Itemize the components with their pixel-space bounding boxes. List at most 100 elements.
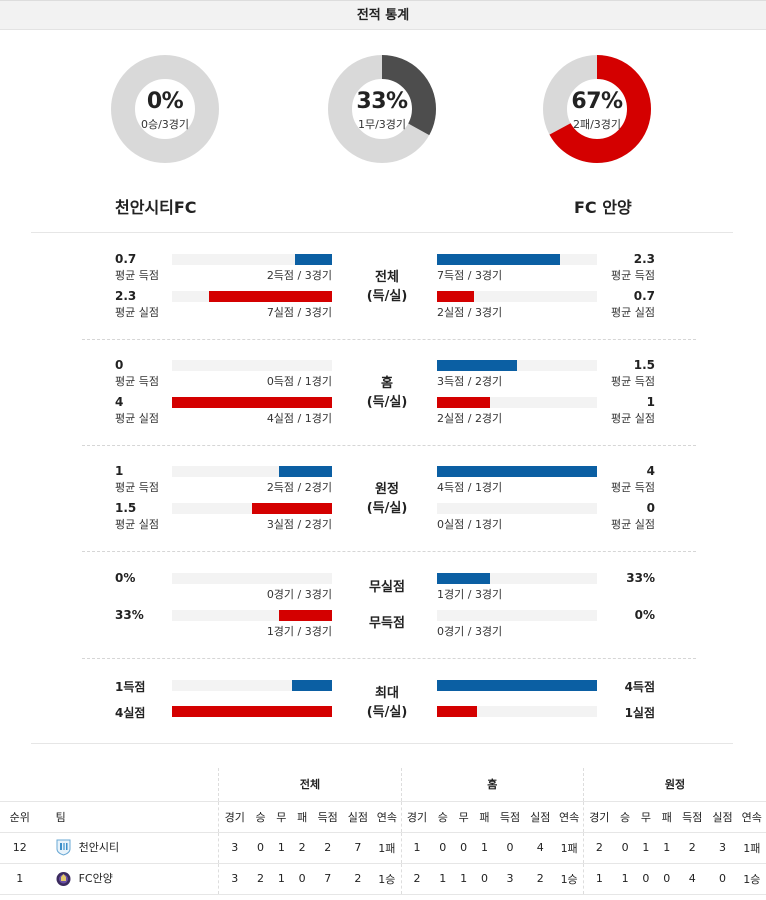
column-header: 실점 (342, 801, 374, 833)
left-bar-fill (295, 254, 332, 265)
stat-cell: 3 (218, 863, 251, 895)
table-column-header: 순위 팀 경기 승 무 패 득점 실점 연속 경기 승 무 패 득점 실점 연속 경기 승 무 패 득점 실점 연속 (0, 801, 766, 833)
standings-table: 전체 홈 원정 순위 팀 경기 승 무 패 득점 실점 연속 경기 승 무 패 득점 실점 연속 경기 승 무 패 득점… (0, 768, 766, 895)
left-bar (172, 466, 332, 477)
stat-cell: 7 (312, 863, 343, 895)
divider (82, 658, 696, 659)
team-name[interactable]: 천안시티 (78, 840, 120, 854)
column-header: 실점 (707, 801, 738, 833)
right-value: 4득점 (624, 680, 655, 694)
left-value: 33% (115, 608, 144, 622)
right-stat: 2실점 / 3경기 (437, 306, 503, 319)
team-cell[interactable]: 천안시티 (39, 832, 219, 864)
stat-cell: 1 (474, 832, 495, 864)
section-label-title: 최대 (375, 686, 399, 701)
stat-cell: 3 (494, 863, 526, 895)
left-label: 평균 득점 (115, 481, 159, 494)
right-value: 0.7 (633, 289, 655, 303)
stat-cell: 1 (432, 863, 454, 895)
left-bar (172, 360, 332, 371)
stat-cell: 1 (614, 863, 636, 895)
donut-arc (543, 55, 651, 163)
stat-cell: 0 (291, 863, 313, 895)
column-header: 연속 (737, 801, 766, 833)
stat-cell: 3 (707, 832, 738, 864)
table-row: 1 FC안양 3 2 1 0 7 2 1승 2 1 1 0 3 2 1승 1 1 0 0 4 0 1승 (0, 863, 766, 895)
column-header: 무 (635, 801, 657, 833)
anyang-crest-icon (56, 870, 71, 887)
right-value: 2.3 (633, 252, 655, 266)
left-stat: 3실점 / 2경기 (266, 518, 332, 531)
right-value: 1.5 (633, 358, 655, 372)
rank-cell: 12 (0, 832, 40, 864)
column-header: 실점 (525, 801, 556, 833)
home-team-name: 천안시티FC (115, 198, 197, 217)
right-bar (437, 291, 597, 302)
stat-cell: 2 (400, 863, 433, 895)
stat-cell: 1승 (555, 863, 584, 895)
right-bar-fill (437, 706, 477, 717)
left-bar-fill (252, 503, 332, 514)
left-bar-fill (279, 466, 332, 477)
right-value: 4 (646, 464, 655, 478)
divider (82, 551, 696, 552)
stat-cell: 2 (582, 832, 615, 864)
left-bar (172, 397, 332, 408)
stat-cell: 0 (453, 832, 475, 864)
stat-cell: 1 (635, 832, 657, 864)
stat-cell: 2 (250, 863, 271, 895)
section-label-subtitle: (득/실) (366, 289, 408, 304)
stat-cell: 0 (707, 863, 738, 895)
left-stat: 2득점 / 3경기 (266, 269, 332, 282)
stat-cell: 2 (525, 863, 556, 895)
column-header: 무 (453, 801, 475, 833)
no-score-label: 무득점 (369, 616, 405, 631)
team-name[interactable]: FC안양 (78, 871, 113, 885)
left-bar-fill (172, 397, 332, 408)
left-value: 2.3 (115, 289, 137, 303)
donut-arc (328, 55, 436, 163)
donut-record: 1무/3경기 (357, 118, 407, 131)
table-row: 12 천안시티 3 0 1 2 2 7 1패 1 0 0 1 0 4 1패 2 0 1 1 2 3 1패 (0, 832, 766, 864)
left-stat: 7실점 / 3경기 (266, 306, 332, 319)
right-label: 평균 득점 (611, 481, 655, 494)
left-label: 평균 실점 (115, 412, 159, 425)
right-bar (437, 503, 597, 514)
column-header: 경기 (400, 801, 433, 833)
column-header: 득점 (677, 801, 708, 833)
section-title: 전적 통계 (356, 8, 410, 23)
section-label-subtitle: (득/실) (366, 395, 408, 410)
stat-cell: 7 (342, 832, 374, 864)
right-bar (437, 397, 597, 408)
left-bar (172, 254, 332, 265)
left-label: 평균 실점 (115, 306, 159, 319)
stat-cell: 0 (614, 832, 636, 864)
right-value: 33% (626, 571, 655, 585)
section-label-title: 전체 (375, 270, 399, 285)
column-header: 연속 (555, 801, 584, 833)
left-value: 4 (115, 395, 124, 409)
section-label-subtitle: (득/실) (366, 501, 408, 516)
group-home: 홈 (400, 768, 584, 802)
right-bar-fill (437, 680, 597, 691)
column-header: 득점 (312, 801, 343, 833)
table-group-header: 전체 홈 원정 (0, 768, 766, 802)
right-bar-fill (437, 360, 517, 371)
left-value: 0% (115, 571, 136, 585)
left-value: 1.5 (115, 501, 137, 515)
left-value: 0 (115, 358, 124, 372)
home-loss-rate-donut: 67% 2패/3경기 (543, 55, 651, 163)
stat-cell: 4 (525, 832, 556, 864)
left-stat: 4실점 / 1경기 (266, 412, 332, 425)
donut-percent: 0% (146, 89, 184, 114)
stat-cell: 0 (656, 863, 678, 895)
column-header: 무 (270, 801, 292, 833)
left-value: 0.7 (115, 252, 137, 266)
right-stat: 7득점 / 3경기 (437, 269, 503, 282)
team-cell[interactable]: FC안양 (39, 863, 219, 895)
stat-cell: 1패 (373, 832, 402, 864)
section-label-away: 원정 (득/실) (357, 480, 417, 518)
left-stat: 1경기 / 3경기 (266, 625, 332, 638)
stat-cell: 2 (312, 832, 343, 864)
left-label: 평균 득점 (115, 375, 159, 388)
